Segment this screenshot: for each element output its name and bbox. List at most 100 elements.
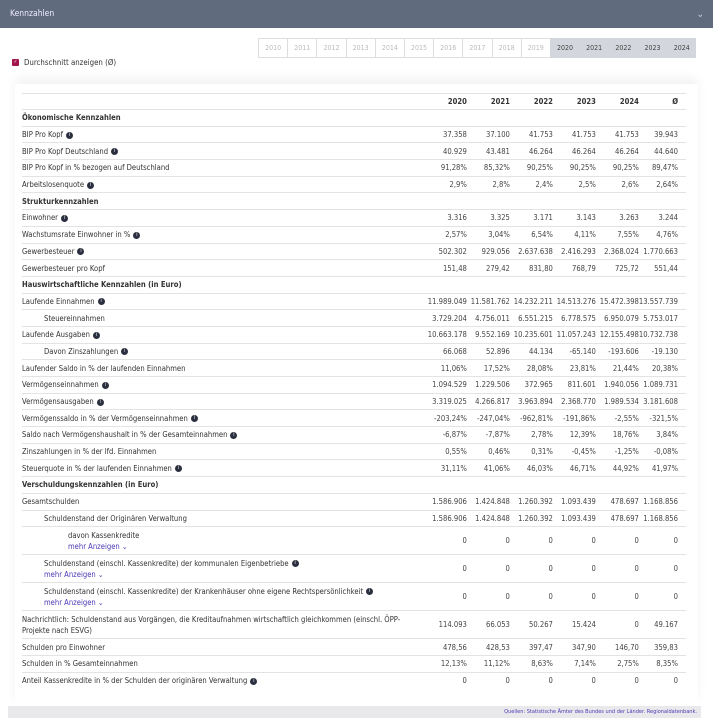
value-cell: 10.663.178 — [423, 325, 467, 344]
info-icon[interactable]: i — [111, 148, 119, 156]
row-label-cell: BIP Pro Kopf in % bezogen auf Deutschlan… — [22, 159, 424, 177]
year-button-2017[interactable]: 2017 — [462, 38, 492, 58]
row-label-cell: Schuldenstand der Originären Verwaltung — [22, 509, 424, 527]
show-more-link[interactable]: mehr Anzeigen ⌄ — [44, 570, 424, 579]
year-button-2010[interactable]: 2010 — [258, 38, 288, 58]
info-icon[interactable]: i — [291, 560, 299, 568]
info-icon[interactable]: i — [77, 248, 85, 256]
info-icon[interactable]: i — [97, 298, 105, 306]
year-button-2018[interactable]: 2018 — [491, 38, 521, 58]
value-cell: 2.416.293 — [552, 242, 596, 260]
year-button-2011[interactable]: 2011 — [287, 38, 317, 58]
value-cell: 14.232.211 — [509, 292, 553, 310]
year-button-2021[interactable]: 2021 — [579, 38, 609, 58]
year-button-2014[interactable]: 2014 — [374, 38, 404, 58]
value-cell: 0 — [466, 582, 510, 611]
year-button-2024[interactable]: 2024 — [666, 38, 696, 58]
show-more-label[interactable]: mehr Anzeigen — [44, 569, 96, 579]
row-label-cell: Nachrichtlich: Schuldenstand aus Vorgäng… — [22, 610, 424, 639]
value-cell: 5.753.017 — [638, 309, 686, 327]
value-cell: 1.093.439 — [552, 509, 596, 527]
section-header[interactable]: Kennzahlen ⌄ — [0, 0, 713, 28]
value-cell: 502.302 — [423, 242, 467, 260]
value-cell: -191,86% — [552, 409, 596, 427]
column-header: 2024 — [595, 93, 639, 110]
info-icon[interactable]: i — [366, 588, 374, 596]
year-button-2016[interactable]: 2016 — [433, 38, 463, 58]
value-cell: 146,70 — [595, 638, 639, 656]
section-row: Verschuldungskennzahlen (in Euro) — [22, 476, 686, 494]
value-cell: 90,25% — [509, 159, 553, 177]
value-cell: 8,63% — [509, 654, 553, 673]
row-label: Laufender Saldo in % der laufenden Einna… — [22, 363, 186, 373]
year-button-2015[interactable]: 2015 — [403, 38, 434, 58]
info-icon[interactable]: i — [61, 214, 68, 222]
info-icon[interactable]: i — [133, 231, 141, 239]
row-label: Steuerquote in % der laufenden Einnahmen — [22, 463, 172, 473]
row-label: Schuldenstand (einschl. Kassenkredite) d… — [44, 586, 364, 596]
year-button-2022[interactable]: 2022 — [608, 38, 638, 58]
info-icon[interactable]: i — [65, 131, 73, 139]
value-cell: 2,4% — [509, 175, 553, 193]
row-label: Wachstumsrate Einwohner in % — [22, 230, 131, 240]
value-cell: 49.167 — [638, 610, 686, 639]
value-cell: 11.057.243 — [552, 325, 596, 344]
show-more-link[interactable]: mehr Anzeigen ⌄ — [44, 598, 424, 607]
info-icon[interactable]: i — [101, 381, 109, 389]
table-row: Arbeitslosenquote i 2,9% 2,8% 2,4% 2,5% 2,6% 2,… — [22, 175, 686, 193]
value-cell: 1.940.056 — [595, 376, 639, 394]
year-button-2013[interactable]: 2013 — [345, 38, 375, 58]
row-label-cell: Anteil Kassenkredite in % der Schulden d… — [22, 671, 424, 689]
column-header: 2023 — [552, 93, 596, 110]
table-row: Laufende Ausgaben i 10.663.178 9.552.169 10.… — [22, 325, 686, 344]
table-row: Schulden pro Einwohner 478,56 428,53 397,47… — [22, 638, 686, 656]
checkbox-checked-icon[interactable]: ✓ — [12, 59, 19, 66]
value-cell: 3.963.894 — [509, 392, 553, 410]
value-cell: 4,76% — [638, 225, 686, 243]
value-cell: 768,79 — [552, 259, 596, 277]
source-link[interactable]: Quellen: Statistische Ämter des Bundes u… — [504, 709, 697, 715]
value-cell: 0 — [423, 671, 467, 689]
value-cell: 0 — [595, 671, 639, 689]
show-more-label[interactable]: mehr Anzeigen — [68, 541, 120, 551]
info-icon[interactable]: i — [92, 331, 100, 339]
value-cell: 0 — [466, 554, 510, 583]
value-cell: 811.601 — [552, 376, 596, 394]
info-icon[interactable]: i — [96, 398, 104, 406]
value-cell: 1.989.534 — [595, 392, 639, 410]
table-row: Vermögenseinnahmen i 1.094.529 1.229.506 372… — [22, 376, 686, 394]
value-cell: 279,42 — [466, 259, 510, 277]
value-cell: 831,80 — [509, 259, 553, 277]
chevron-down-icon[interactable]: ⌄ — [696, 8, 704, 20]
year-button-2020[interactable]: 2020 — [549, 38, 580, 58]
info-icon[interactable]: i — [250, 677, 258, 685]
value-cell: 12.155.498 — [595, 325, 639, 344]
show-more-label[interactable]: mehr Anzeigen — [44, 597, 96, 607]
year-button-2012[interactable]: 2012 — [316, 38, 346, 58]
info-icon[interactable]: i — [174, 465, 182, 473]
value-cell: 3.316 — [423, 209, 467, 227]
value-cell: 0 — [595, 526, 639, 555]
info-icon[interactable]: i — [190, 415, 198, 423]
value-cell: 10.235.601 — [509, 325, 553, 344]
year-button-2023[interactable]: 2023 — [637, 38, 667, 58]
value-cell: -962,81% — [509, 409, 553, 427]
chevron-down-icon: ⌄ — [95, 569, 104, 579]
info-icon[interactable]: i — [121, 348, 129, 356]
info-icon[interactable]: i — [230, 431, 238, 439]
value-cell: 1.094.529 — [423, 376, 467, 394]
value-cell: 1.229.506 — [466, 376, 510, 394]
average-toggle[interactable]: ✓ Durchschnitt anzeigen (Ø) — [12, 58, 116, 67]
table-row: Steuerquote in % der laufenden Einnahmen… — [22, 459, 686, 477]
section-row: Hauswirtschaftliche Kennzahlen (in Euro) — [22, 275, 686, 294]
value-cell: -203,24% — [423, 409, 467, 427]
info-icon[interactable]: i — [87, 181, 95, 189]
row-label: Laufende Ausgaben — [22, 330, 90, 340]
row-label-cell: Zinszahlungen in % der lfd. Einnahmen — [22, 442, 424, 460]
row-label: Vermögensausgaben — [22, 397, 94, 407]
show-more-link[interactable]: mehr Anzeigen ⌄ — [68, 542, 424, 551]
year-button-2019[interactable]: 2019 — [520, 38, 550, 58]
value-cell: 0 — [509, 554, 553, 583]
value-cell: 41.753 — [595, 125, 639, 143]
table-row: Vermögenssaldo in % der Vermögenseinnahm… — [22, 409, 686, 427]
